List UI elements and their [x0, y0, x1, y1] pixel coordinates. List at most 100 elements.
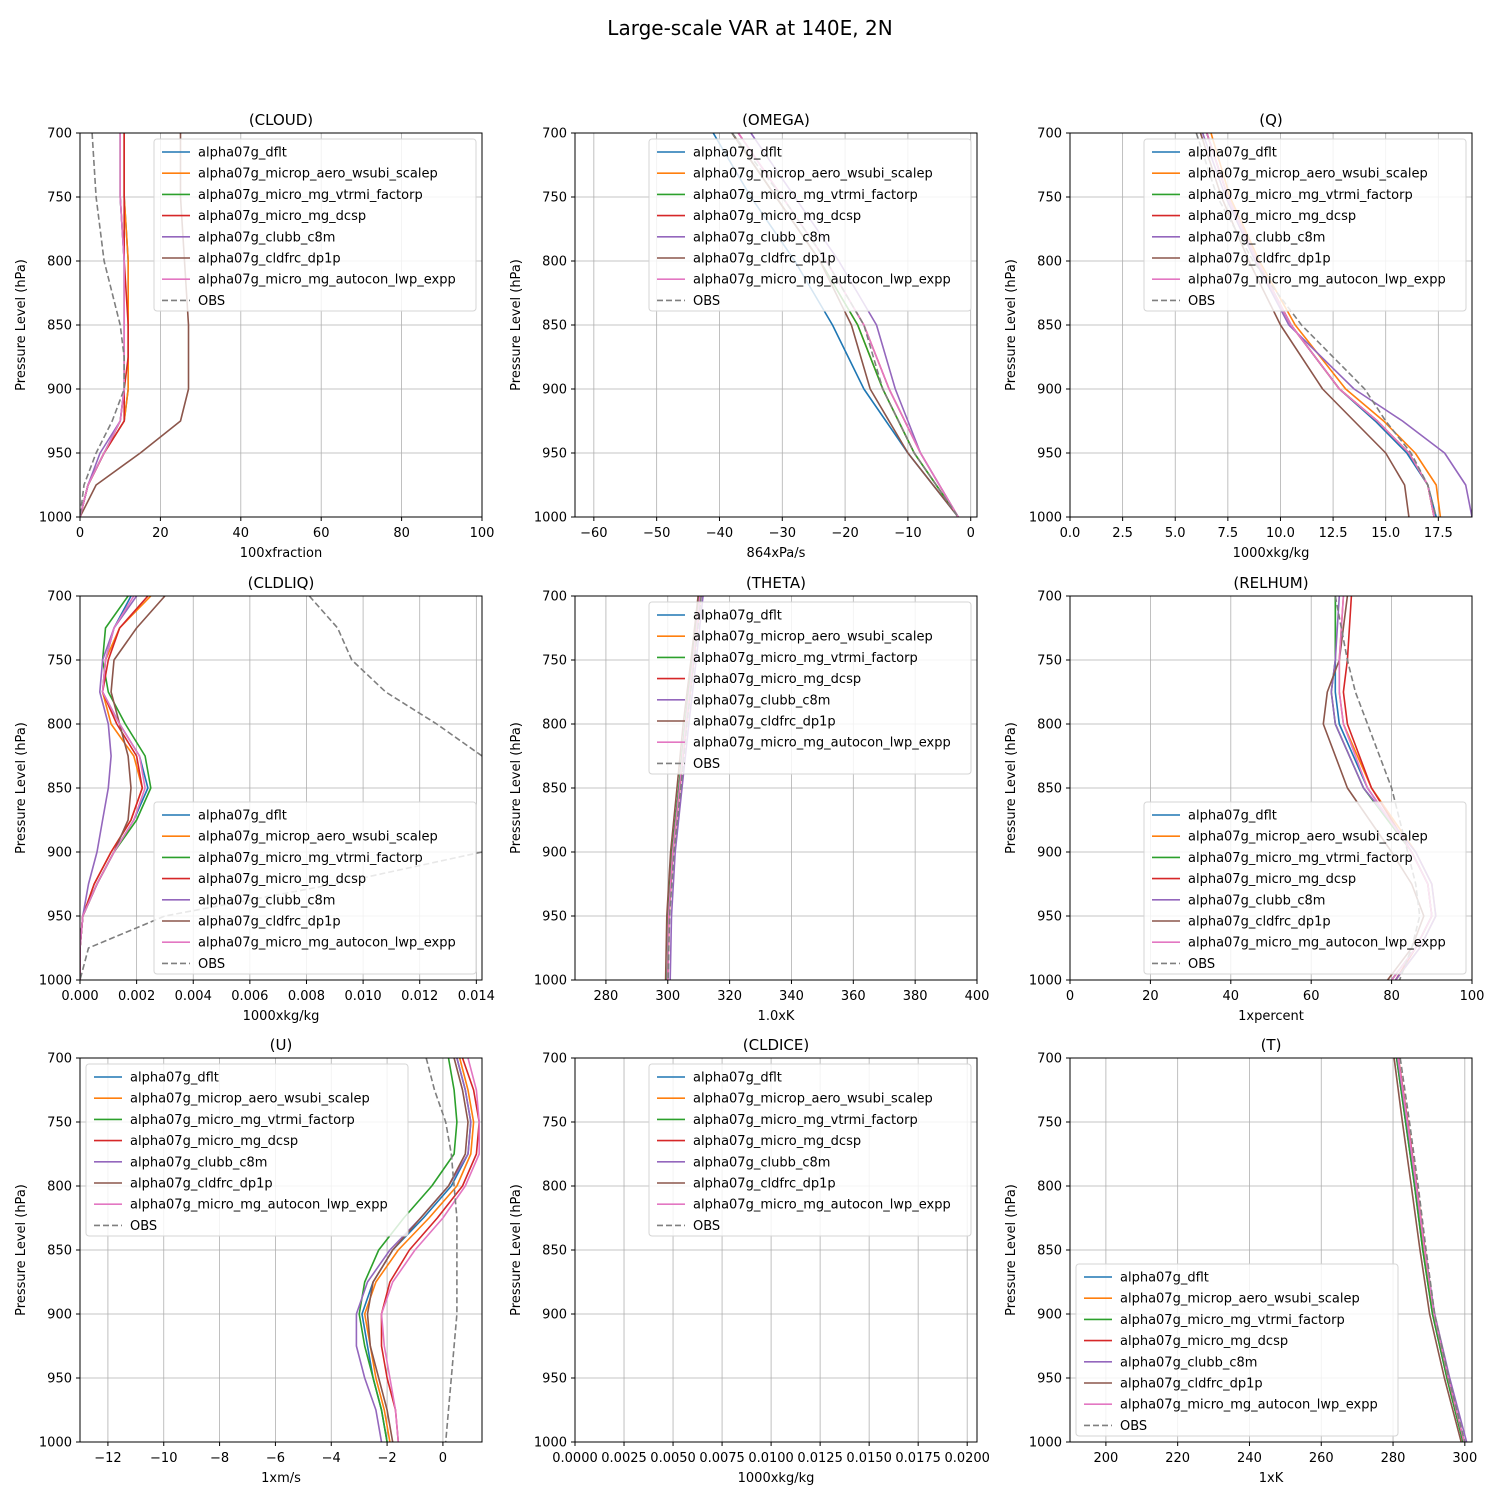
legend-label: OBS	[198, 957, 225, 972]
y-tick-label: 1000	[534, 974, 567, 989]
legend-label: alpha07g_cldfrc_dp1p	[1188, 252, 1331, 267]
legend-label: alpha07g_clubb_c8m	[1120, 1355, 1257, 1370]
y-tick-label: 1000	[534, 511, 567, 526]
legend-box	[153, 138, 477, 312]
x-tick-label: 0	[1066, 989, 1074, 1004]
y-tick-label: 1000	[39, 511, 72, 526]
y-axis-label: Pressure Level (hPa)	[14, 1184, 29, 1316]
y-tick-label: 850	[1037, 782, 1062, 797]
y-tick-label: 950	[47, 1372, 72, 1387]
panel-title: (CLDLIQ)	[248, 574, 315, 592]
legend-label: alpha07g_micro_mg_vtrmi_factorp	[1188, 851, 1413, 866]
legend-label: alpha07g_microp_aero_wsubi_scalep	[198, 167, 438, 182]
legend-label: alpha07g_micro_mg_autocon_lwp_expp	[1188, 273, 1446, 288]
legend-label: OBS	[693, 1219, 720, 1234]
legend-box	[1075, 1263, 1399, 1437]
x-tick-label: 7.5	[1218, 526, 1239, 541]
x-axis-label: 1xK	[1259, 1471, 1284, 1486]
legend-label: alpha07g_microp_aero_wsubi_scalep	[693, 1092, 933, 1107]
x-axis-label: 1.0xK	[758, 1009, 795, 1024]
legend: alpha07g_dflt alpha07g_microp_aero_wsubi_…	[153, 138, 477, 312]
x-axis-label: 100xfraction	[240, 546, 322, 561]
y-tick-label: 1000	[534, 1436, 567, 1451]
x-tick-label: 20	[1142, 989, 1159, 1004]
x-tick-label: 0.0075	[699, 1451, 745, 1466]
chart-panel: −12 −10 −8 −6 −4 −2 0 700 750 800 850 900 950 1000 (U)…	[14, 1036, 483, 1486]
x-axis-label: 1xm/s	[261, 1471, 301, 1486]
y-tick-label: 800	[542, 255, 567, 270]
panel-title: (THETA)	[746, 574, 806, 592]
y-tick-label: 1000	[1029, 1436, 1062, 1451]
x-tick-label: −4	[322, 1451, 341, 1466]
x-tick-label: 300	[1452, 1451, 1477, 1466]
y-tick-label: 750	[47, 654, 72, 669]
legend-label: alpha07g_micro_mg_vtrmi_factorp	[693, 188, 918, 203]
x-tick-label: 40	[233, 526, 250, 541]
y-tick-label: 850	[47, 1244, 72, 1259]
x-tick-label: 0.002	[118, 989, 155, 1004]
x-tick-label: 15.0	[1371, 526, 1400, 541]
y-tick-label: 800	[47, 1180, 72, 1195]
y-tick-label: 700	[47, 1052, 72, 1067]
legend-label: alpha07g_cldfrc_dp1p	[1188, 915, 1331, 930]
legend-label: OBS	[1120, 1419, 1147, 1434]
x-tick-label: 0.0100	[748, 1451, 794, 1466]
y-tick-label: 900	[542, 383, 567, 398]
legend-label: alpha07g_microp_aero_wsubi_scalep	[1188, 167, 1428, 182]
series-line	[1397, 1058, 1465, 1442]
x-tick-label: 360	[841, 989, 866, 1004]
x-tick-label: 5.0	[1165, 526, 1186, 541]
legend-box	[648, 1063, 972, 1237]
legend-label: alpha07g_clubb_c8m	[693, 693, 830, 708]
legend-label: alpha07g_micro_mg_autocon_lwp_expp	[198, 936, 456, 951]
x-tick-label: −8	[210, 1451, 229, 1466]
y-tick-label: 750	[47, 1116, 72, 1131]
x-tick-label: 0.008	[288, 989, 325, 1004]
x-tick-label: 80	[393, 526, 410, 541]
legend-box	[648, 138, 972, 312]
x-tick-label: 100	[470, 526, 495, 541]
legend-label: OBS	[693, 294, 720, 309]
x-tick-label: 0	[76, 526, 84, 541]
chart-panel: 280 300 320 340 360 380 400 700 750 800 850 900 950 1…	[509, 574, 989, 1024]
legend-label: alpha07g_microp_aero_wsubi_scalep	[198, 830, 438, 845]
y-tick-label: 700	[47, 127, 72, 142]
legend-label: alpha07g_dflt	[130, 1071, 219, 1086]
y-axis-label: Pressure Level (hPa)	[14, 722, 29, 854]
x-tick-label: 0.006	[231, 989, 268, 1004]
y-tick-label: 900	[542, 1308, 567, 1323]
legend: alpha07g_dflt alpha07g_microp_aero_wsubi_…	[648, 1063, 972, 1237]
x-tick-label: 0.000	[61, 989, 98, 1004]
legend-label: alpha07g_clubb_c8m	[130, 1155, 267, 1170]
legend-label: alpha07g_micro_mg_vtrmi_factorp	[693, 651, 918, 666]
y-tick-label: 850	[47, 782, 72, 797]
legend-label: alpha07g_clubb_c8m	[693, 230, 830, 245]
y-axis-label: Pressure Level (hPa)	[1004, 259, 1019, 391]
figure-title: Large-scale VAR at 140E, 2N	[607, 16, 893, 40]
y-axis-label: Pressure Level (hPa)	[14, 259, 29, 391]
y-tick-label: 700	[542, 127, 567, 142]
y-tick-label: 850	[542, 319, 567, 334]
y-tick-label: 700	[1037, 1052, 1062, 1067]
legend: alpha07g_dflt alpha07g_microp_aero_wsubi_…	[1075, 1263, 1399, 1437]
legend-label: alpha07g_micro_mg_autocon_lwp_expp	[693, 273, 951, 288]
y-tick-label: 800	[1037, 255, 1062, 270]
legend-label: alpha07g_dflt	[693, 1071, 782, 1086]
y-tick-label: 950	[542, 910, 567, 925]
x-tick-label: 12.5	[1319, 526, 1348, 541]
y-axis-label: Pressure Level (hPa)	[509, 1184, 524, 1316]
x-tick-label: 20	[152, 526, 169, 541]
legend: alpha07g_dflt alpha07g_microp_aero_wsubi_…	[1143, 801, 1467, 975]
x-axis-label: 1000xkg/kg	[738, 1471, 815, 1486]
legend-label: alpha07g_micro_mg_autocon_lwp_expp	[130, 1198, 388, 1213]
series-line	[1399, 1058, 1466, 1442]
x-tick-label: −40	[706, 526, 733, 541]
x-tick-label: 320	[717, 989, 742, 1004]
x-tick-label: 280	[594, 989, 619, 1004]
y-tick-label: 950	[1037, 1372, 1062, 1387]
legend-label: alpha07g_micro_mg_autocon_lwp_expp	[693, 736, 951, 751]
y-tick-label: 850	[1037, 319, 1062, 334]
panel-title: (CLDICE)	[743, 1036, 809, 1054]
x-tick-label: −30	[769, 526, 796, 541]
panel-title: (RELHUM)	[1233, 574, 1308, 592]
